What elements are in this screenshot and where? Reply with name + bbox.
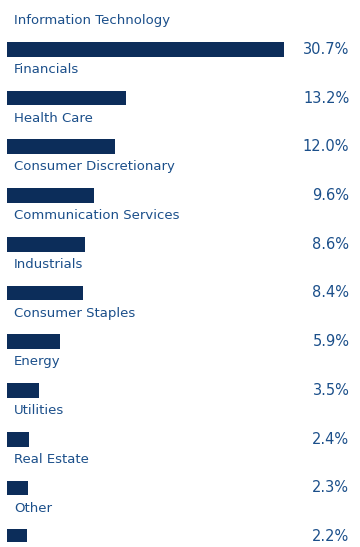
Text: 12.0%: 12.0% <box>303 139 349 154</box>
Text: 9.6%: 9.6% <box>312 188 349 203</box>
Text: 2.3%: 2.3% <box>312 480 349 496</box>
Text: Energy: Energy <box>14 356 61 368</box>
Text: Financials: Financials <box>14 63 79 76</box>
Text: Utilities: Utilities <box>14 404 64 417</box>
Text: 13.2%: 13.2% <box>303 91 349 106</box>
Bar <box>7 334 60 349</box>
Text: Industrials: Industrials <box>14 258 84 271</box>
Text: Consumer Discretionary: Consumer Discretionary <box>14 160 175 173</box>
Text: Information Technology: Information Technology <box>14 14 170 27</box>
Text: Real Estate: Real Estate <box>14 453 89 466</box>
Text: 3.5%: 3.5% <box>312 383 349 398</box>
Bar <box>7 383 39 398</box>
Text: 2.4%: 2.4% <box>312 432 349 447</box>
Text: 5.9%: 5.9% <box>312 334 349 349</box>
Text: 8.4%: 8.4% <box>312 286 349 300</box>
Text: Other: Other <box>14 502 52 515</box>
Bar <box>7 286 83 300</box>
Bar <box>7 432 29 446</box>
Bar <box>7 237 85 252</box>
Bar <box>7 188 94 203</box>
Text: 8.6%: 8.6% <box>312 237 349 252</box>
Bar <box>7 529 27 544</box>
Bar <box>7 481 28 495</box>
Text: Communication Services: Communication Services <box>14 209 180 222</box>
Bar <box>7 42 284 57</box>
Text: 30.7%: 30.7% <box>303 42 349 57</box>
Text: 2.2%: 2.2% <box>312 529 349 544</box>
Text: Consumer Staples: Consumer Staples <box>14 307 135 319</box>
Bar <box>7 139 115 154</box>
Bar <box>7 91 126 106</box>
Text: Health Care: Health Care <box>14 112 93 125</box>
